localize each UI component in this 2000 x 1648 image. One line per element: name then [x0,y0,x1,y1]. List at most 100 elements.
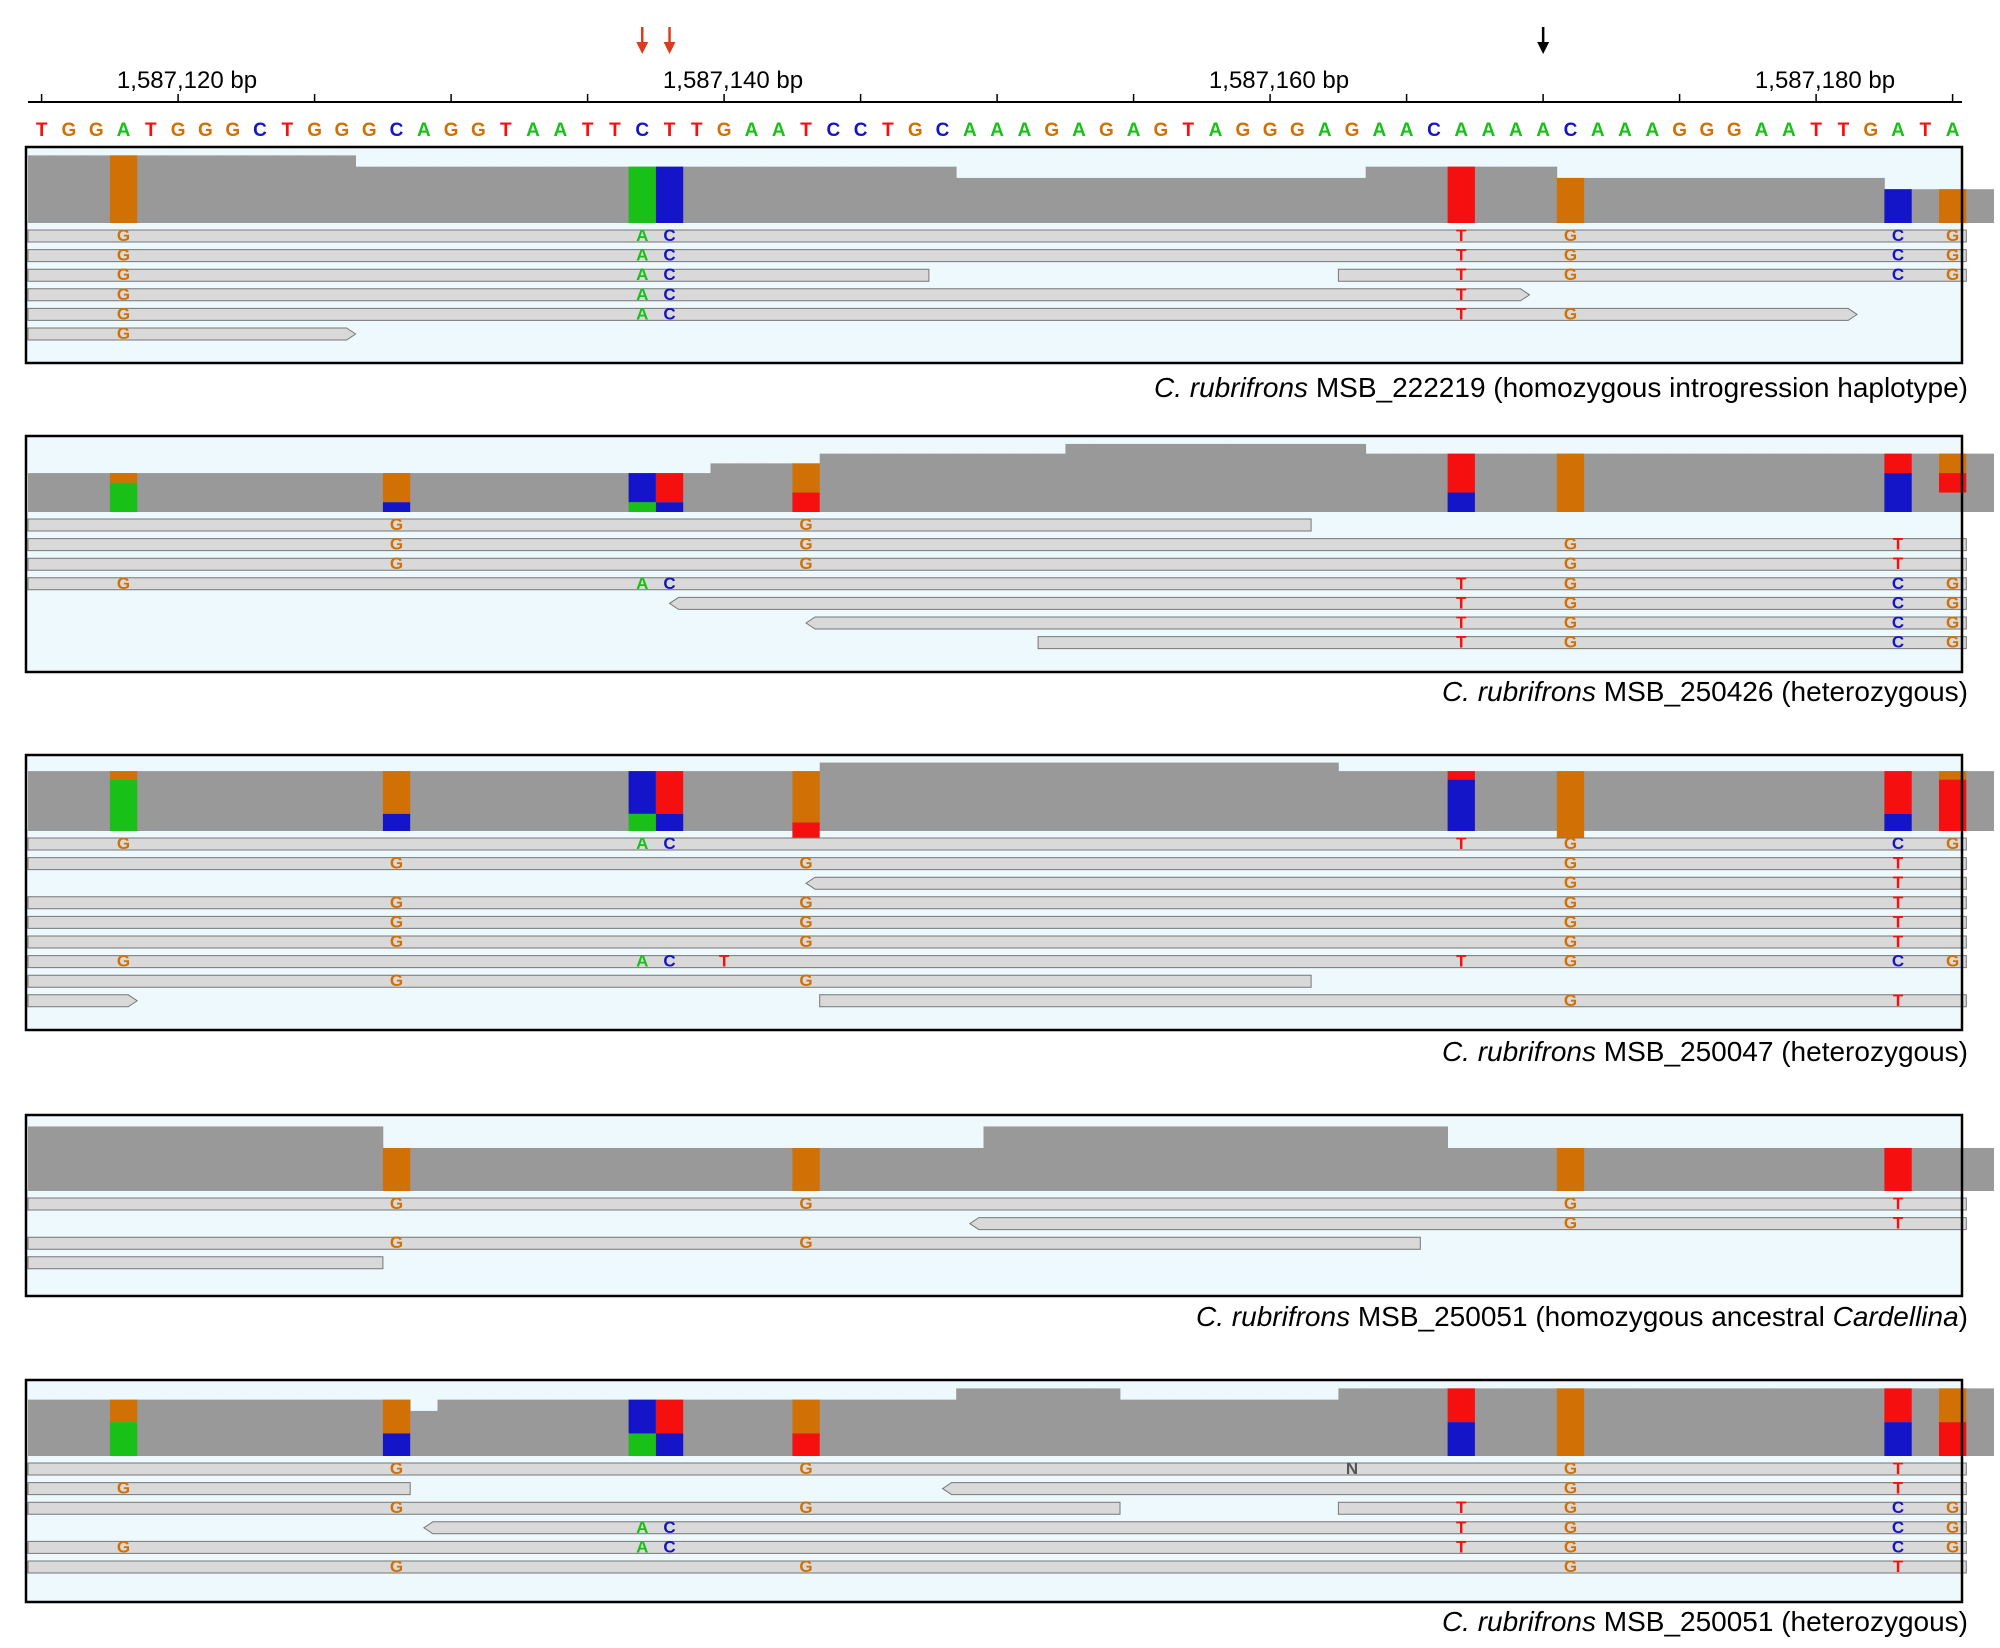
coverage-bar [246,1399,275,1456]
sample-label: C. rubrifrons MSB_250047 (heterozygous) [1442,1036,1968,1068]
coverage-bar [1365,1388,1394,1456]
label-desc-pre: (heterozygous) [1781,1036,1968,1067]
mismatch-base: T [1893,1214,1904,1233]
reads-track: G G N G TG G TG G T G C GA C T G C GG A C T G C GG G G T [27,1459,1967,1576]
coverage-bar [1365,453,1394,512]
coverage-bar [1502,453,1530,512]
mismatch-base: C [1892,574,1904,593]
reference-base: G [335,120,350,141]
mismatch-base: G [1564,574,1577,593]
coverage-bar [1666,771,1694,831]
coverage-bar [273,771,302,831]
coverage-bar [1120,1399,1148,1456]
allele-coverage-segment [655,1433,684,1456]
coverage-bar [819,166,848,223]
reference-base: A [1755,120,1769,141]
read [27,307,1859,321]
mismatch-base: A [636,1518,648,1537]
read [27,1256,384,1270]
allele-coverage-segment [1884,453,1912,474]
label-italic: C. rubrifrons [1441,1606,1596,1637]
mismatch-base: G [799,1459,812,1478]
coverage-bar [1393,1126,1421,1191]
coverage-bar [983,1126,1012,1191]
coverage-bar [1447,1147,1476,1191]
label-space [1596,676,1604,707]
coverage-bar [1666,1388,1694,1456]
reference-base: T [609,120,621,141]
coverage-bar [765,1399,793,1456]
reference-base: T [500,120,512,141]
coverage-bar [574,473,602,512]
coverage-track [28,1126,1994,1191]
reference-base: G [198,120,213,141]
mismatch-base: T [1456,574,1467,593]
coverage-bar [1065,443,1094,512]
allele-coverage-segment [628,1433,656,1456]
mismatch-base: C [663,285,675,304]
coverage-bar [1256,177,1285,223]
reference-base: T [1810,120,1822,141]
coverage-track [28,1388,1994,1456]
coverage-bar [546,771,575,831]
reference-base: C [635,120,649,141]
read [27,557,1967,571]
coverage-bar [519,1147,548,1191]
coverage-bar [492,1147,520,1191]
reference-base: A [1946,120,1960,141]
mismatch-base: G [1946,633,1959,652]
marker-arrow-icon [663,27,676,54]
coverage-bar [492,1399,520,1456]
coverage-bar [1857,1147,1885,1191]
coverage-bar [328,771,356,831]
coverage-bar [1283,177,1312,223]
coverage-bar [137,1126,165,1191]
mismatch-base: T [1456,285,1467,304]
mismatch-base: G [1564,932,1577,951]
coverage-bar [874,1399,902,1456]
coverage-bar [1174,762,1203,831]
mismatch-base: G [1564,834,1577,853]
mismatch-base: T [1893,932,1904,951]
allele-coverage-segment [1447,453,1475,493]
coverage-bar [928,762,957,831]
read [1337,1501,1967,1515]
coverage-bar [464,1399,493,1456]
allele-coverage-segment [109,779,138,831]
mismatch-base: G [1564,952,1577,971]
mismatch-base: G [1564,854,1577,873]
coverage-bar [355,771,384,831]
coverage-bar [1174,1399,1203,1456]
coverage-bar [246,155,275,223]
reference-base: T [1838,120,1850,141]
allele-coverage-segment [382,771,411,814]
coverage-bar [1474,771,1503,831]
coverage-bar [1120,1126,1148,1191]
allele-coverage-segment [628,502,656,512]
allele-coverage-segment [792,1399,820,1434]
coverage-bar [1365,771,1394,831]
coverage-bar [1747,1388,1776,1456]
sample-label: C. rubrifrons MSB_250051 (heterozygous) [1442,1606,1968,1638]
coverage-bar [1911,189,1940,223]
coverage-bar [164,1126,193,1191]
coverage-bar [328,473,356,512]
coverage-bar [683,473,711,512]
coverage-bar [191,473,220,512]
mismatch-base: G [799,535,812,554]
coverage-bar [1611,1388,1640,1456]
mismatch-base: G [1564,1194,1577,1213]
mismatch-base: G [390,1557,403,1576]
coverage-bar [28,473,56,512]
reference-base: A [990,120,1004,141]
coverage-bar [956,453,984,512]
read [27,896,1967,910]
allele-coverage-segment [1939,473,1967,493]
coverage-bar [1229,762,1257,831]
reference-base: T [1182,120,1194,141]
coverage-bar [1311,762,1339,831]
reference-base: G [1863,120,1878,141]
coverage-bar [956,1388,984,1456]
mismatch-base: G [799,515,812,534]
coverage-bar [1283,1126,1312,1191]
